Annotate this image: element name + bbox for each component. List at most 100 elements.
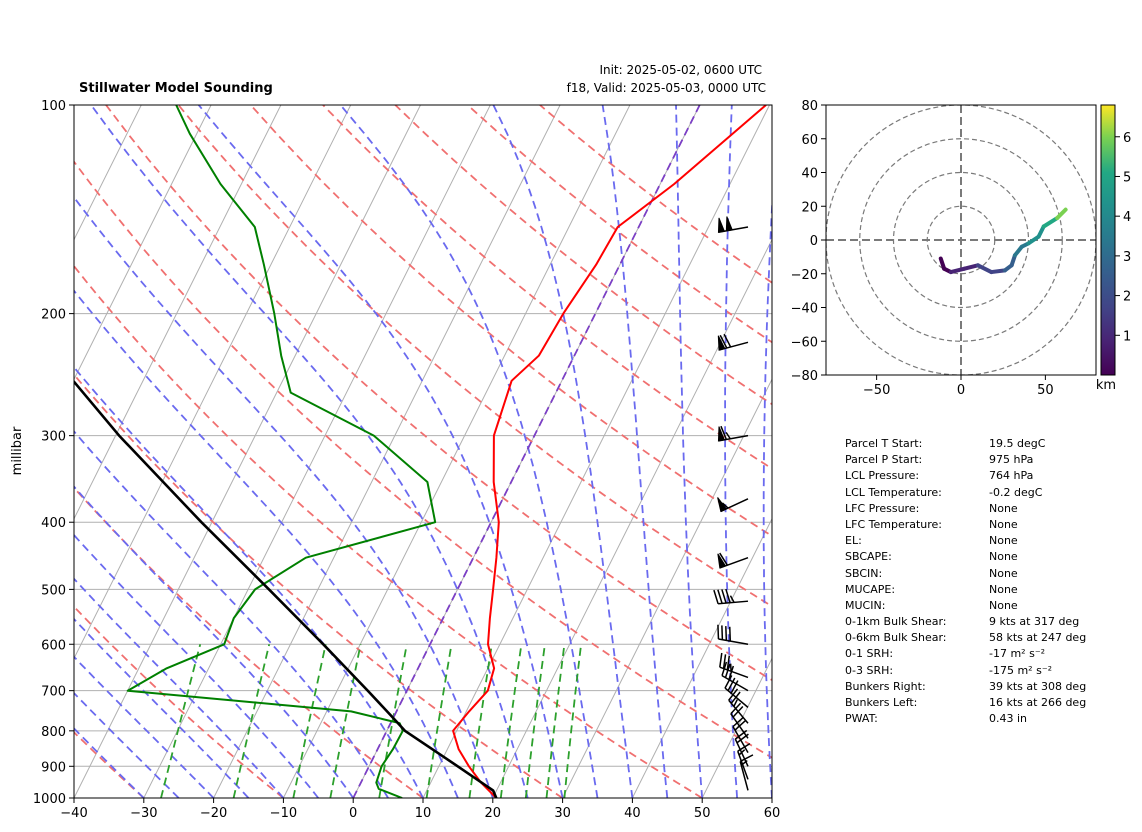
moist-adiabat: [74, 617, 250, 798]
barb-feather: [713, 589, 719, 605]
barb-feather: [719, 652, 723, 668]
x-tick-label: −40: [60, 806, 87, 821]
barb-staff: [721, 675, 749, 692]
barb-feather: [722, 654, 727, 669]
moist-adiabat: [74, 195, 494, 798]
parcel-profile: [74, 379, 498, 798]
parameter-value: 39 kts at 308 deg: [989, 679, 1087, 693]
barb-feather: [719, 552, 728, 566]
x-tick-label: −20: [200, 806, 227, 821]
parameter-row: SBCIN: None: [845, 566, 1125, 582]
parameter-label: Parcel P Start:: [845, 453, 923, 467]
moist-adiabat: [74, 430, 389, 798]
dewpoint-profile: [126, 105, 437, 798]
barb-staff: [718, 600, 749, 605]
barb-staff: [739, 761, 749, 791]
hodo-y-tick-label: −20: [791, 268, 818, 283]
barb-feather: [724, 663, 731, 678]
barb-feather: [724, 675, 733, 689]
x-tick-label: 40: [624, 806, 641, 821]
parameter-row: 0-1km Bulk Shear: 9 kts at 317 deg: [845, 614, 1125, 630]
hodo-x-tick-label: −50: [863, 383, 890, 398]
dry-adiabat: [74, 160, 772, 759]
parameter-label: 0-6km Bulk Shear:: [845, 631, 947, 645]
moist-adiabat: [601, 105, 669, 798]
skew-t-axes: −40 −30 −20 −10 0 10 20 30 40 50 60 1000 900 800 700 60…: [33, 99, 780, 821]
wind-barb: [719, 652, 749, 679]
mixing-ratio-line: [232, 644, 271, 798]
hodograph-grid: [826, 105, 1096, 375]
mixing-ratio-line: [378, 644, 408, 798]
hodograph-segment: [989, 268, 1007, 275]
isotherm-line: [492, 238, 772, 798]
hodo-y-tick-label: 40: [801, 167, 818, 182]
parameter-label: MUCAPE:: [845, 582, 896, 596]
y-axis-label: millibar: [10, 426, 25, 475]
y-tick-label: 400: [41, 516, 66, 531]
parameter-row: SBCAPE: None: [845, 549, 1125, 565]
isotherm-line: [74, 105, 282, 520]
wind-barbs: [713, 216, 754, 791]
isotherm-line: [701, 657, 772, 798]
mixing-ratio-line: [329, 644, 362, 798]
barb-feather: [717, 624, 720, 640]
barb-feather: [736, 733, 749, 744]
isotherm-line: [74, 105, 212, 381]
wind-barb: [717, 333, 749, 351]
wind-barb: [739, 754, 754, 791]
hodo-x-tick-label: 0: [957, 383, 965, 398]
parameter-value: None: [989, 598, 1018, 612]
x-tick-label: −30: [130, 806, 157, 821]
barb-feather: [725, 626, 728, 641]
skew-t-grid: [0, 105, 772, 798]
hodo-y-tick-label: −60: [791, 335, 818, 350]
isotherm-line: [631, 517, 772, 798]
isotherm-line: [74, 105, 421, 798]
dry-adiabat: [74, 373, 564, 798]
moist-adiabat: [90, 105, 529, 798]
isotherm-line: [0, 105, 2, 798]
barb-feather: [734, 719, 747, 731]
hodo-y-tick-label: −80: [791, 369, 818, 384]
y-tick-label: 500: [41, 583, 66, 598]
parameter-label: LCL Temperature:: [845, 485, 942, 499]
wind-barb: [713, 588, 749, 605]
parameter-label: SBCAPE:: [845, 550, 892, 564]
parameter-row: LCL Pressure: 764 hPa: [845, 468, 1125, 484]
x-tick-label: 20: [485, 806, 502, 821]
barb-staff: [718, 638, 749, 645]
dry-adiabat: [105, 105, 772, 682]
barb-feather: [726, 655, 731, 671]
parameter-row: PWAT: 0.43 in: [845, 711, 1125, 727]
skew-t-frame: [73, 104, 773, 799]
mixing-ratio-line: [499, 644, 523, 798]
moist-adiabat: [724, 105, 738, 798]
dry-adiabat: [0, 105, 4, 798]
x-tick-label: 60: [764, 806, 781, 821]
barb-feather: [721, 589, 727, 604]
wind-barb: [717, 497, 749, 513]
parameter-value: None: [989, 517, 1018, 531]
mixing-ratio-line: [468, 644, 493, 798]
parameter-value: 0.43 in: [989, 712, 1028, 726]
barb-feather: [737, 742, 751, 752]
parameter-label: MUCIN:: [845, 598, 886, 612]
barb-feather: [740, 759, 748, 766]
parameter-label: 0-1 SRH:: [845, 647, 894, 661]
parameter-row: LFC Pressure: None: [845, 501, 1125, 517]
colorbar-tick-label: 3: [1123, 250, 1131, 265]
barb-feather: [733, 699, 738, 707]
parameter-value: -0.2 degC: [989, 485, 1043, 499]
hodograph-trace: [938, 207, 1068, 275]
barb-feather: [717, 589, 723, 604]
parameter-label: EL:: [845, 534, 862, 548]
barb-feather: [732, 716, 745, 728]
barb-feather: [728, 665, 735, 680]
hodo-y-tick-label: 80: [801, 99, 818, 114]
wind-barb: [737, 742, 751, 780]
dry-adiabat: [74, 264, 703, 798]
x-tick-label: 10: [415, 806, 432, 821]
barb-feather: [730, 702, 742, 715]
barb-feather: [720, 425, 728, 440]
